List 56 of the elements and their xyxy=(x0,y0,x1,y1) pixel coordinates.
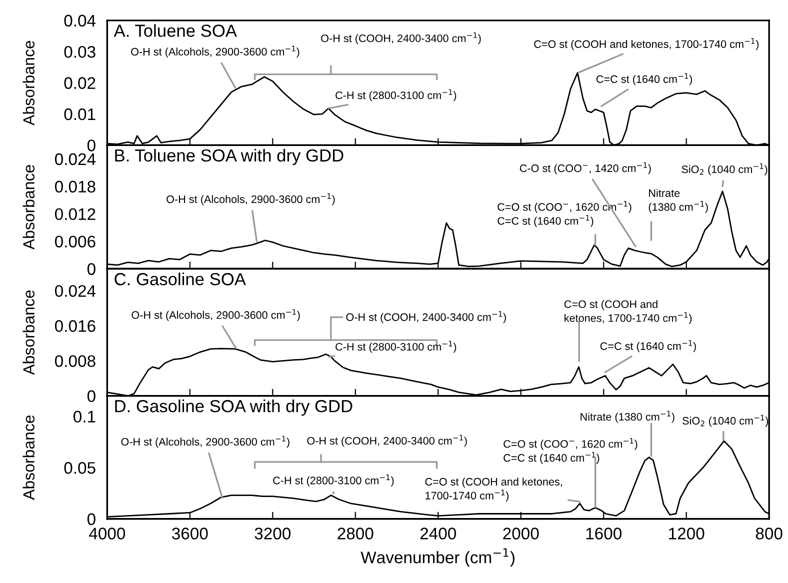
annotation: O-H st (COOH, 2400-3400 cm$^{−1}$) xyxy=(346,311,506,324)
annotation: C=O st (COOH and ketones, 1700-1740 cm$^{−1}$) xyxy=(564,300,692,324)
y-tick-label: 0.012 xyxy=(55,208,96,220)
annotation: Nitrate (1380 cm$^{−1}$) xyxy=(648,188,708,213)
annotation: C-O st (COO$^{−}$, 1420 cm$^{−1}$) xyxy=(520,162,651,174)
annotation: C=C st (1640 cm$^{−1}$) xyxy=(600,340,696,352)
chart-title: D. Gasoline SOA with dry GDD xyxy=(115,400,352,416)
chart-title: A. Toluene SOA xyxy=(114,24,237,37)
y-tick-label: 0.05 xyxy=(64,462,96,474)
y-tick-label: 0.03 xyxy=(64,46,96,58)
x-tick-label: 800 xyxy=(756,528,782,540)
annotation: O-H st (COOH, 2400-3400 cm$^{−1}$) xyxy=(307,434,467,447)
x-tick-label: 4000 xyxy=(89,528,126,540)
x-axis-title: Wavenumber (cm$^{−1}$) xyxy=(360,548,514,567)
y-tick-label: 0.04 xyxy=(64,14,96,27)
y-tick-label: 0.02 xyxy=(64,77,96,89)
x-tick-label: 2800 xyxy=(338,528,374,540)
x-tick-label: 1600 xyxy=(586,528,622,540)
y-tick-label: 0.024 xyxy=(55,285,96,297)
annotation: C-H st (2800-3100 cm$^{−1}$) xyxy=(273,474,394,486)
annotation: SiO$_{2}$ (1040 cm$^{−1}$) xyxy=(682,163,768,176)
y-tick-label: 0 xyxy=(87,263,96,275)
y-tick-label: 0 xyxy=(87,140,96,152)
y-tick-label: 0.1 xyxy=(74,410,96,423)
y-axis-title: Absorbance xyxy=(22,415,35,500)
y-tick-label: 0.006 xyxy=(55,236,96,248)
annotation: O-H st (COOH, 2400-3400 cm$^{−1}$) xyxy=(321,32,481,44)
y-tick-label: 0.016 xyxy=(55,320,96,332)
y-axis-title: Absorbance xyxy=(22,165,35,250)
chart-title: C. Gasoline SOA xyxy=(114,272,246,286)
x-tick-label: 3200 xyxy=(254,528,291,540)
annotation: C-H st (2800-3100 cm$^{−1}$) xyxy=(336,89,456,102)
y-tick-label: 0.024 xyxy=(55,153,96,166)
x-tick-label: 2400 xyxy=(420,528,456,540)
y-tick-label: 0 xyxy=(87,513,96,526)
annotation: O-H st (Alcohols, 2900-3600 cm$^{−1}$) xyxy=(121,436,290,448)
y-tick-label: 0.01 xyxy=(64,108,96,120)
annotation: C=O st (COOH and ketones, 1700-1740 cm$^{−1}$) xyxy=(425,478,562,502)
annotation: O-H st (Alcohols, 2900-3600 cm$^{−1}$) xyxy=(132,309,300,321)
chart-title: B. Toluene SOA with dry GDD xyxy=(115,148,344,166)
annotation: C=O st (COOH and ketones, 1700-1740 cm$^{−1}$) xyxy=(534,38,759,50)
y-axis-title: Absorbance xyxy=(22,290,35,375)
y-tick-label: 0.018 xyxy=(55,180,96,193)
annotation: Nitrate (1380 cm$^{−1}$) xyxy=(580,410,674,423)
y-tick-label: 0 xyxy=(87,390,96,402)
annotation: SiO$_{2}$ (1040 cm$^{−1}$) xyxy=(682,414,768,427)
text: C=O st (COO$^{−}$, 1620 cm$^{−1}$) C=C st (1640 cm$^{−1}$) xyxy=(504,438,638,464)
x-tick-label: 3600 xyxy=(172,528,208,540)
annotation: O-H st (Alcohols, 2900-3600 cm$^{−1}$) xyxy=(131,46,300,58)
x-tick-label: 2000 xyxy=(503,528,539,540)
annotation: C=C st (1640 cm$^{−1}$) xyxy=(596,73,692,86)
annotation: C-H st (2800-3100 cm$^{−1}$) xyxy=(336,340,456,353)
y-axis-title: Absorbance xyxy=(22,40,35,126)
y-tick-label: 0.008 xyxy=(55,355,96,367)
annotation: O-H st (Alcohols, 2900-3600 cm$^{−1}$) xyxy=(166,193,335,206)
x-tick-label: 1200 xyxy=(669,528,704,540)
